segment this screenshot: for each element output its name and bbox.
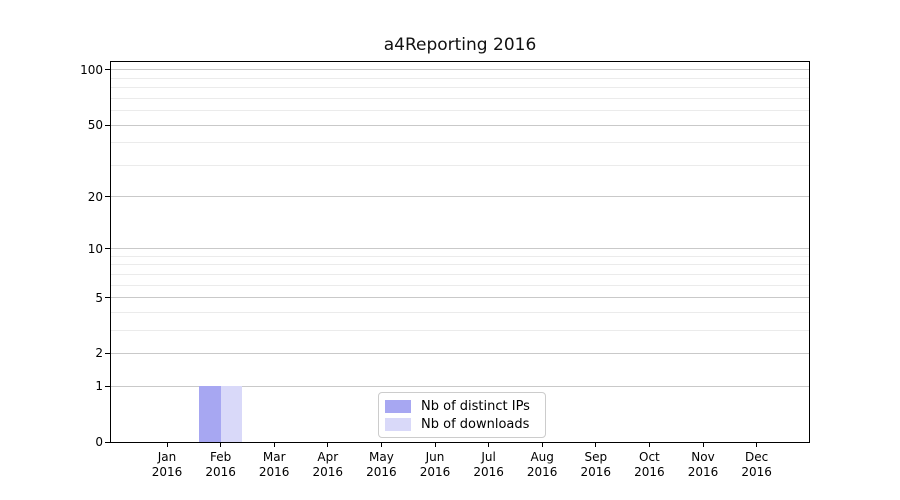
x-tick-year: 2016: [151, 465, 183, 479]
x-tick-mark: [541, 443, 543, 447]
y-tick-label: 1: [95, 379, 103, 394]
y-tick-label: 50: [87, 118, 103, 133]
x-tick-label: Apr 2016: [300, 450, 356, 480]
y-tick-mark: [105, 124, 110, 126]
major-gridline: [111, 352, 809, 354]
x-tick-month: Feb: [209, 450, 232, 464]
x-tick-year: 2016: [258, 465, 290, 479]
x-tick-label: Aug 2016: [514, 450, 570, 480]
x-tick-year: 2016: [205, 465, 236, 479]
major-gridline: [111, 124, 809, 126]
x-tick-label: Sep 2016: [568, 450, 624, 480]
minor-gridline: [111, 284, 809, 286]
y-tick-mark: [105, 441, 110, 443]
major-gridline: [111, 248, 809, 250]
x-tick-mark: [595, 443, 597, 447]
x-tick-label: Oct 2016: [621, 450, 677, 480]
y-tick-mark: [105, 385, 110, 387]
major-gridline: [111, 297, 809, 299]
minor-gridline: [111, 273, 809, 275]
x-tick-year: 2016: [741, 465, 772, 479]
plot-area: [110, 61, 810, 443]
minor-gridline: [111, 97, 809, 99]
x-tick-month: Jun: [425, 450, 445, 464]
y-tick-mark: [105, 69, 110, 71]
x-tick-year: 2016: [312, 465, 344, 479]
y-tick-label: 100: [80, 62, 103, 77]
y-tick-label: 20: [87, 189, 103, 204]
x-tick-mark: [220, 443, 222, 447]
x-tick-label: Dec 2016: [729, 450, 785, 480]
minor-gridline: [111, 142, 809, 144]
x-tick-mark: [273, 443, 275, 447]
y-tick-mark: [105, 297, 110, 299]
bar-feb-series0: [199, 386, 221, 442]
major-gridline: [111, 385, 809, 387]
minor-gridline: [111, 264, 809, 266]
x-tick-label: Jul 2016: [461, 450, 517, 480]
x-tick-label: Jan 2016: [139, 450, 195, 480]
x-tick-year: 2016: [526, 465, 558, 479]
major-gridline: [111, 196, 809, 198]
x-tick-mark: [756, 443, 758, 447]
legend-item-distinct-ips: Nb of distinct IPs: [385, 397, 537, 415]
x-tick-month: Jul: [481, 450, 496, 464]
minor-gridline: [111, 164, 809, 166]
y-tick-mark: [105, 248, 110, 250]
x-tick-month: Nov: [691, 450, 715, 464]
legend-label-distinct-ips: Nb of distinct IPs: [421, 398, 530, 414]
major-gridline: [111, 69, 809, 71]
x-tick-mark: [166, 443, 168, 447]
minor-gridline: [111, 329, 809, 331]
x-tick-year: 2016: [634, 465, 665, 479]
x-tick-month: Aug: [530, 450, 554, 464]
x-tick-month: Apr: [317, 450, 339, 464]
chart-title: a4Reporting 2016: [383, 35, 537, 55]
x-tick-mark: [327, 443, 329, 447]
y-tick-mark: [105, 352, 110, 354]
x-tick-month: Oct: [639, 450, 660, 464]
x-tick-month: Dec: [744, 450, 769, 464]
minor-gridline: [111, 255, 809, 257]
y-tick-label: 5: [95, 290, 103, 305]
legend-swatch-distinct-ips-icon: [385, 399, 411, 413]
minor-gridline: [111, 87, 809, 89]
x-tick-mark: [380, 443, 382, 447]
y-tick-mark: [105, 196, 110, 198]
x-tick-year: 2016: [473, 465, 504, 479]
minor-gridline: [111, 77, 809, 79]
legend-item-downloads: Nb of downloads: [385, 415, 537, 433]
x-tick-year: 2016: [580, 465, 612, 479]
x-tick-label: Mar 2016: [246, 450, 302, 480]
x-tick-mark: [648, 443, 650, 447]
legend-swatch-downloads-icon: [385, 417, 411, 431]
y-tick-label: 10: [87, 241, 103, 256]
x-tick-mark: [702, 443, 704, 447]
minor-gridline: [111, 110, 809, 112]
x-tick-month: Sep: [584, 450, 608, 464]
x-tick-label: Nov 2016: [675, 450, 731, 480]
legend-label-downloads: Nb of downloads: [421, 416, 530, 432]
minor-gridline: [111, 311, 809, 313]
x-tick-year: 2016: [687, 465, 719, 479]
x-tick-mark: [434, 443, 436, 447]
bar-feb-series1: [220, 386, 243, 442]
y-tick-label: 2: [95, 346, 103, 361]
x-tick-month: May: [368, 450, 394, 464]
x-tick-label: Feb 2016: [193, 450, 249, 480]
y-tick-label: 0: [95, 435, 103, 449]
x-tick-year: 2016: [419, 465, 451, 479]
legend: Nb of distinct IPs Nb of downloads: [378, 392, 546, 438]
x-tick-label: May 2016: [353, 450, 409, 480]
x-tick-mark: [488, 443, 490, 447]
x-tick-year: 2016: [366, 465, 397, 479]
x-tick-month: Jan: [157, 450, 177, 464]
x-tick-month: Mar: [262, 450, 286, 464]
x-tick-label: Jun 2016: [407, 450, 463, 480]
